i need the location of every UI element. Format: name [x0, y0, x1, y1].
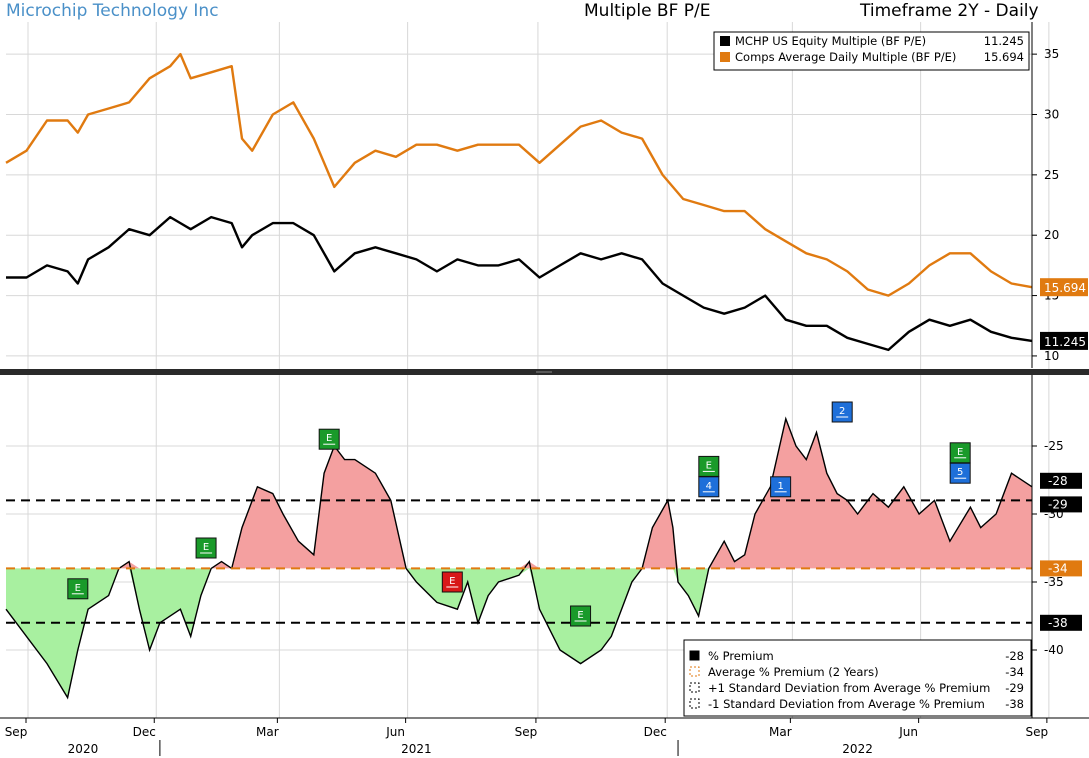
y-tick-label-bottom: -25 — [1044, 439, 1064, 453]
series-line — [6, 215, 1033, 352]
x-tick-label: Sep — [515, 725, 538, 739]
x-tick-label: Jun — [898, 725, 918, 739]
legend-value: 11.245 — [984, 34, 1024, 48]
earnings-marker-label: E — [577, 610, 583, 621]
legend-box-top — [713, 31, 1030, 71]
earnings-marker-label: E — [957, 447, 963, 458]
year-label: 2020 — [68, 742, 99, 756]
y-tick-label-top: 20 — [1044, 228, 1059, 242]
discount-area — [6, 568, 1032, 698]
earnings-marker-label: 2 — [839, 406, 845, 417]
legend-value: 15.694 — [984, 50, 1024, 64]
legend-value: -28 — [1005, 649, 1024, 663]
last-value-tag-label: 15.694 — [1044, 281, 1086, 295]
earnings-marker-label: 4 — [706, 481, 712, 492]
y-tick-label-top: 25 — [1044, 168, 1059, 182]
legend-swatch — [720, 36, 730, 46]
earnings-marker-label: E — [449, 576, 455, 587]
legend-swatch — [689, 682, 700, 693]
x-tick-label: Dec — [133, 725, 156, 739]
legend-label: % Premium — [708, 649, 774, 663]
legend-label: +1 Standard Deviation from Average % Pre… — [708, 681, 990, 695]
premium-area — [6, 418, 1032, 569]
chart-name: Multiple BF P/E — [584, 1, 711, 21]
last-value-tag — [1040, 560, 1082, 577]
earnings-marker-label: E — [75, 583, 81, 594]
x-tick-label: Sep — [5, 725, 28, 739]
legend-value: -34 — [1005, 665, 1024, 679]
legend-label: Comps Average Daily Multiple (BF P/E) — [735, 50, 956, 64]
legend-label: -1 Standard Deviation from Average % Pre… — [708, 697, 985, 711]
year-label: 2021 — [401, 742, 432, 756]
last-value-tag-label: -38 — [1048, 616, 1068, 630]
earnings-marker-label: E — [203, 542, 209, 553]
legend-label: Average % Premium (2 Years) — [708, 665, 879, 679]
premium-line — [5, 416, 1033, 700]
legend-swatch — [689, 666, 700, 677]
earnings-marker-label: E — [326, 433, 332, 444]
last-value-tag-label: 11.245 — [1044, 335, 1086, 349]
legend-value: -29 — [1005, 681, 1024, 695]
legend-swatch — [720, 52, 730, 62]
last-value-tag — [1040, 614, 1082, 631]
y-tick-label-bottom: -35 — [1044, 575, 1064, 589]
last-value-tag — [1040, 278, 1088, 297]
legend-swatch — [689, 650, 700, 661]
earnings-marker-label: 1 — [777, 481, 783, 492]
x-tick-label: Jun — [385, 725, 405, 739]
earnings-marker-label: 5 — [957, 467, 963, 478]
top-panel: MCHP US Equity Multiple (BF P/E) 11.245 Co… — [5, 31, 1033, 352]
year-label: 2022 — [842, 742, 873, 756]
last-value-tag-label: -29 — [1048, 497, 1068, 511]
company-title: Microchip Technology Inc — [6, 1, 219, 21]
legend-swatch — [689, 698, 700, 709]
timeframe-label[interactable]: Timeframe 2Y - Daily — [860, 1, 1039, 21]
last-value-tag-label: -28 — [1048, 474, 1068, 488]
last-value-tag — [1040, 331, 1088, 350]
legend-value: -38 — [1005, 697, 1024, 711]
y-tick-label-top: 30 — [1044, 108, 1059, 122]
earnings-marker-label: E — [706, 460, 712, 471]
x-tick-label: Sep — [1026, 725, 1049, 739]
x-tick-label: Mar — [769, 725, 792, 739]
legend-label: MCHP US Equity Multiple (BF P/E) — [735, 34, 926, 48]
last-value-tag — [1040, 496, 1082, 513]
y-tick-label-top: 10 — [1044, 349, 1059, 363]
last-value-tag — [1040, 472, 1082, 489]
series-line — [5, 52, 1033, 297]
bottom-panel: E E E E E E 4 1 2 E 5 % Premium -28 Average % Premium… — [5, 401, 1033, 717]
x-tick-label: Mar — [256, 725, 279, 739]
y-tick-label-top: 35 — [1044, 47, 1059, 61]
x-tick-label: Dec — [644, 725, 667, 739]
y-tick-label-bottom: -40 — [1044, 643, 1064, 657]
last-value-tag-label: -34 — [1048, 561, 1068, 575]
axes: 35302520151015.69411.245-25-30-35-40-28-… — [0, 22, 1089, 756]
legend-box-bottom — [683, 639, 1032, 717]
